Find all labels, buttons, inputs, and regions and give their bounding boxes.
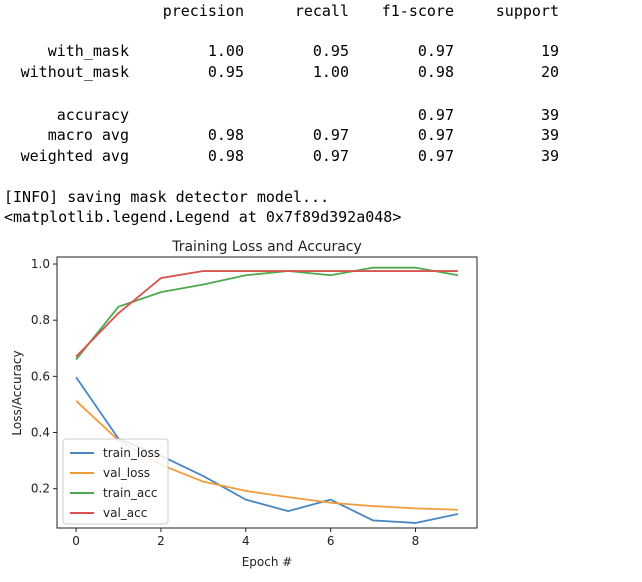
row-f1: 0.97 <box>417 42 454 60</box>
legend: train_loss val_loss train_acc val_acc <box>62 438 169 525</box>
row-support: 39 <box>540 106 559 124</box>
legend-repr-line: <matplotlib.legend.Legend at 0x7f89d392a… <box>4 208 402 226</box>
row-f1: 0.97 <box>417 126 454 144</box>
y-tick-label: 0.2 <box>31 482 50 496</box>
report-header-precision: precision <box>162 2 244 20</box>
report-header-support: support <box>495 2 559 20</box>
row-recall: 1.00 <box>312 63 349 81</box>
x-axis-label: Epoch # <box>242 555 293 569</box>
axes-frame <box>56 256 478 529</box>
row-support: 39 <box>540 147 559 165</box>
row-precision: 1.00 <box>207 42 244 60</box>
y-tick-label: 0.4 <box>31 426 50 440</box>
row-label: accuracy <box>56 106 129 124</box>
chart-title: Training Loss and Accuracy <box>171 239 362 255</box>
row-label: without_mask <box>20 63 129 81</box>
row-precision: 0.98 <box>207 147 244 165</box>
x-tick-label: 8 <box>412 534 420 548</box>
legend-label-train-acc: train_acc <box>103 486 157 500</box>
row-f1: 0.97 <box>417 106 454 124</box>
y-axis-label: Loss/Accuracy <box>10 350 24 435</box>
legend-box <box>62 438 169 525</box>
legend-label-val-acc: val_acc <box>103 506 147 520</box>
y-tick-label: 1.0 <box>31 257 50 271</box>
x-tick-label: 4 <box>242 534 250 548</box>
row-recall: 0.97 <box>312 147 349 165</box>
row-label: with_mask <box>47 42 129 60</box>
legend-label-train-loss: train_loss <box>103 446 160 460</box>
x-tick-label: 6 <box>327 534 335 548</box>
report-header-f1-score: f1-score <box>381 2 454 20</box>
y-tick-label: 0.6 <box>31 369 50 383</box>
info-log-line: [INFO] saving mask detector model... <box>4 188 330 206</box>
x-tick-label: 2 <box>157 534 165 548</box>
row-recall: 0.97 <box>312 126 349 144</box>
report-header-recall: recall <box>294 2 349 20</box>
row-support: 39 <box>540 126 559 144</box>
row-recall: 0.95 <box>312 42 349 60</box>
row-f1: 0.97 <box>417 147 454 165</box>
series-line-train-acc <box>75 266 459 361</box>
row-precision: 0.98 <box>207 126 244 144</box>
row-label: macro avg <box>47 126 129 144</box>
training-chart: Training Loss and Accuracy Epoch # Loss/… <box>10 239 478 569</box>
row-support: 20 <box>540 63 559 81</box>
row-f1: 0.98 <box>417 63 454 81</box>
console-output: [INFO] saving mask detector model... <ma… <box>4 187 401 227</box>
classification-report: precision recall f1-score support with_m… <box>0 0 642 175</box>
row-support: 19 <box>540 42 559 60</box>
row-precision: 0.95 <box>207 63 244 81</box>
y-tick-label: 0.8 <box>31 313 50 327</box>
legend-label-val-loss: val_loss <box>103 466 150 480</box>
x-tick-label: 0 <box>72 534 80 548</box>
row-label: weighted avg <box>20 147 129 165</box>
series-line-val-acc <box>75 270 458 358</box>
